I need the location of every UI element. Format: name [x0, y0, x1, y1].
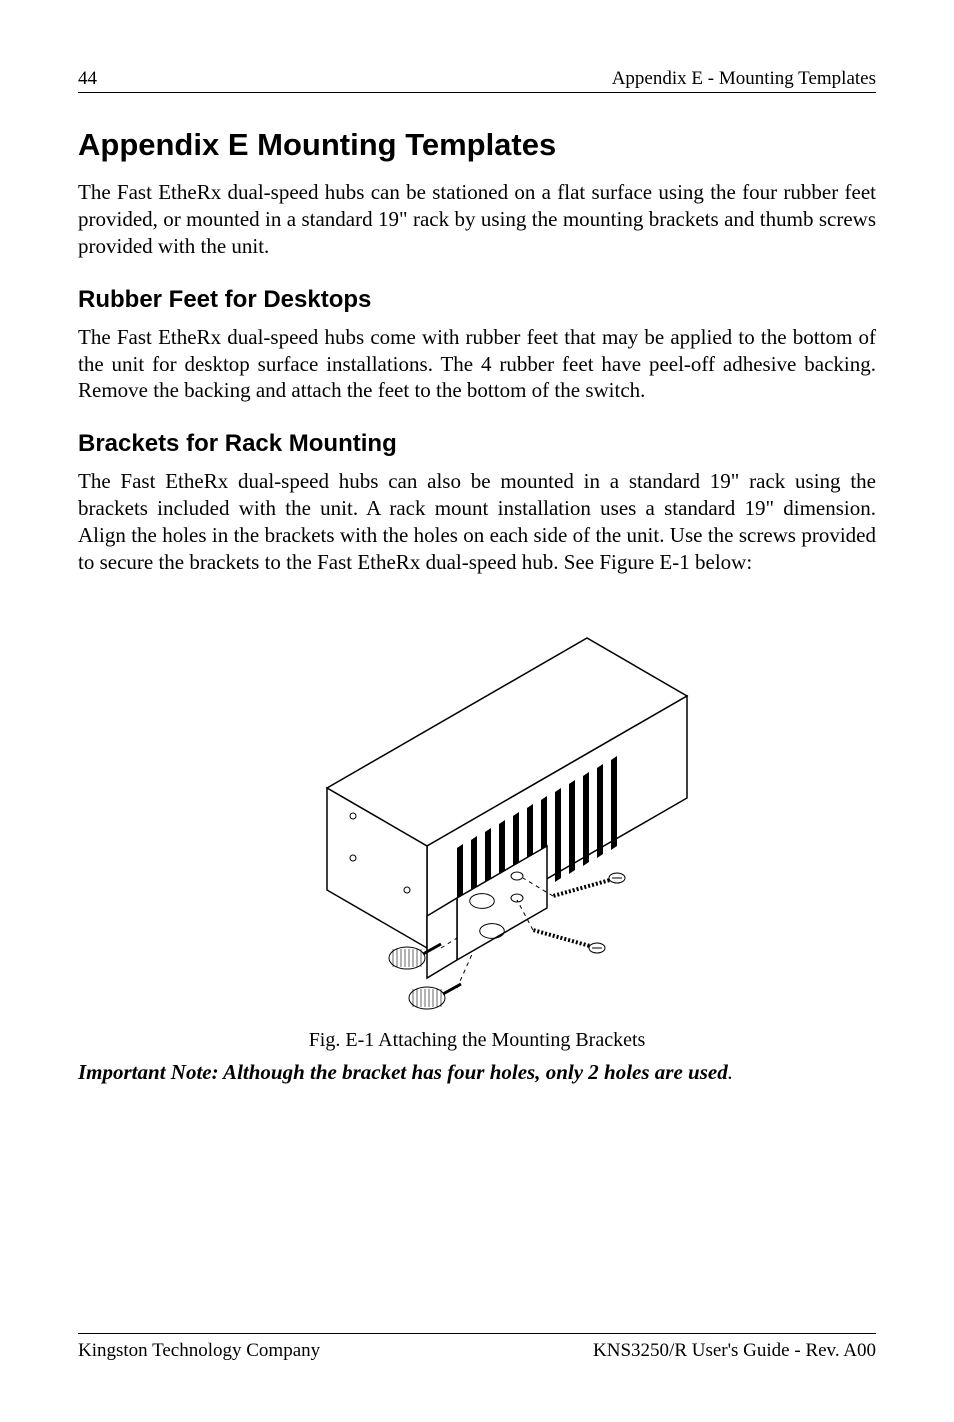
page-footer: Kingston Technology Company KNS3250/R Us…: [78, 1333, 876, 1362]
important-note: Important Note: Although the bracket has…: [78, 1060, 876, 1085]
appendix-title: Appendix E Mounting Templates: [78, 127, 876, 163]
figure: Fig. E-1 Attaching the Mounting Brackets: [78, 598, 876, 1060]
footer-left: Kingston Technology Company: [78, 1340, 320, 1362]
subhead-rubber-feet: Rubber Feet for Desktops: [78, 286, 876, 314]
intro-paragraph: The Fast EtheRx dual-speed hubs can be s…: [78, 179, 876, 260]
page: 44 Appendix E - Mounting Templates Appen…: [0, 0, 954, 1422]
footer-right: KNS3250/R User's Guide - Rev. A00: [593, 1340, 876, 1362]
subhead-brackets: Brackets for Rack Mounting: [78, 430, 876, 458]
footer-row: Kingston Technology Company KNS3250/R Us…: [78, 1340, 876, 1362]
important-note-text: Important Note: Although the bracket has…: [78, 1060, 728, 1084]
header-rule: [78, 92, 876, 93]
footer-rule: [78, 1333, 876, 1334]
mounting-diagram: [217, 598, 737, 1018]
figure-caption: Fig. E-1 Attaching the Mounting Brackets: [78, 1029, 876, 1052]
appendix-title-prefix: Appendix E: [78, 127, 249, 162]
paragraph-rubber-feet: The Fast EtheRx dual-speed hubs come wit…: [78, 324, 876, 405]
header-section-title: Appendix E - Mounting Templates: [612, 68, 876, 90]
page-number: 44: [78, 68, 97, 90]
important-note-suffix: .: [728, 1060, 733, 1084]
appendix-title-gap: [249, 127, 258, 162]
page-header: 44 Appendix E - Mounting Templates: [78, 68, 876, 92]
paragraph-brackets: The Fast EtheRx dual-speed hubs can also…: [78, 468, 876, 576]
appendix-title-rest: Mounting Templates: [257, 127, 556, 162]
